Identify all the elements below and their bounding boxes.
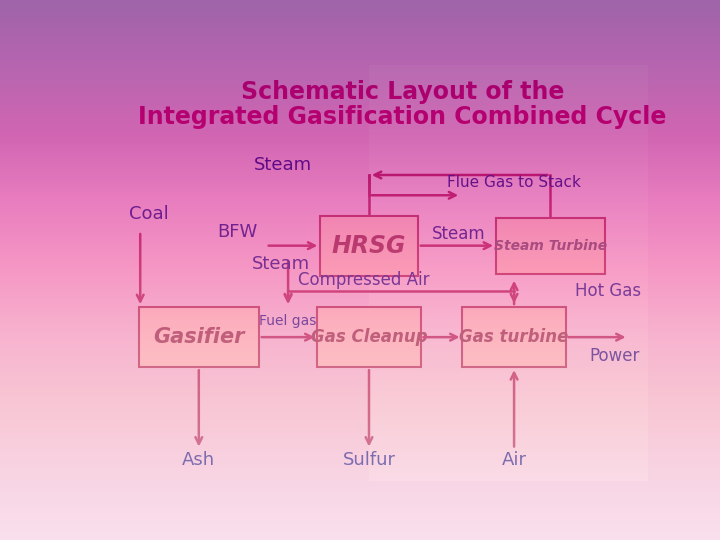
Text: Gasifier: Gasifier: [153, 327, 245, 347]
Text: Gas turbine: Gas turbine: [459, 328, 569, 346]
FancyBboxPatch shape: [90, 65, 648, 481]
Text: Ash: Ash: [182, 451, 215, 469]
Text: HRSG: HRSG: [332, 234, 406, 258]
Text: Air: Air: [502, 451, 526, 469]
FancyBboxPatch shape: [139, 307, 258, 367]
Text: Compressed Air: Compressed Air: [297, 271, 429, 289]
Text: Steam: Steam: [253, 156, 312, 173]
Text: BFW: BFW: [217, 224, 258, 241]
Text: Hot Gas: Hot Gas: [575, 282, 642, 300]
Text: Integrated Gasification Combined Cycle: Integrated Gasification Combined Cycle: [138, 105, 667, 129]
Text: Steam: Steam: [252, 255, 310, 273]
Text: Power: Power: [590, 347, 639, 365]
Text: Fuel gas: Fuel gas: [259, 314, 317, 328]
Text: Steam: Steam: [431, 225, 485, 243]
FancyBboxPatch shape: [320, 215, 418, 276]
FancyBboxPatch shape: [369, 65, 648, 481]
FancyBboxPatch shape: [496, 218, 605, 274]
Text: Coal: Coal: [129, 206, 168, 224]
Text: Sulfur: Sulfur: [343, 451, 395, 469]
FancyBboxPatch shape: [462, 307, 566, 367]
Text: Flue Gas to Stack: Flue Gas to Stack: [447, 176, 581, 190]
Text: Schematic Layout of the: Schematic Layout of the: [240, 80, 564, 104]
FancyBboxPatch shape: [318, 307, 420, 367]
Text: Steam Turbine: Steam Turbine: [494, 239, 607, 253]
Text: Gas Cleanup: Gas Cleanup: [311, 328, 427, 346]
